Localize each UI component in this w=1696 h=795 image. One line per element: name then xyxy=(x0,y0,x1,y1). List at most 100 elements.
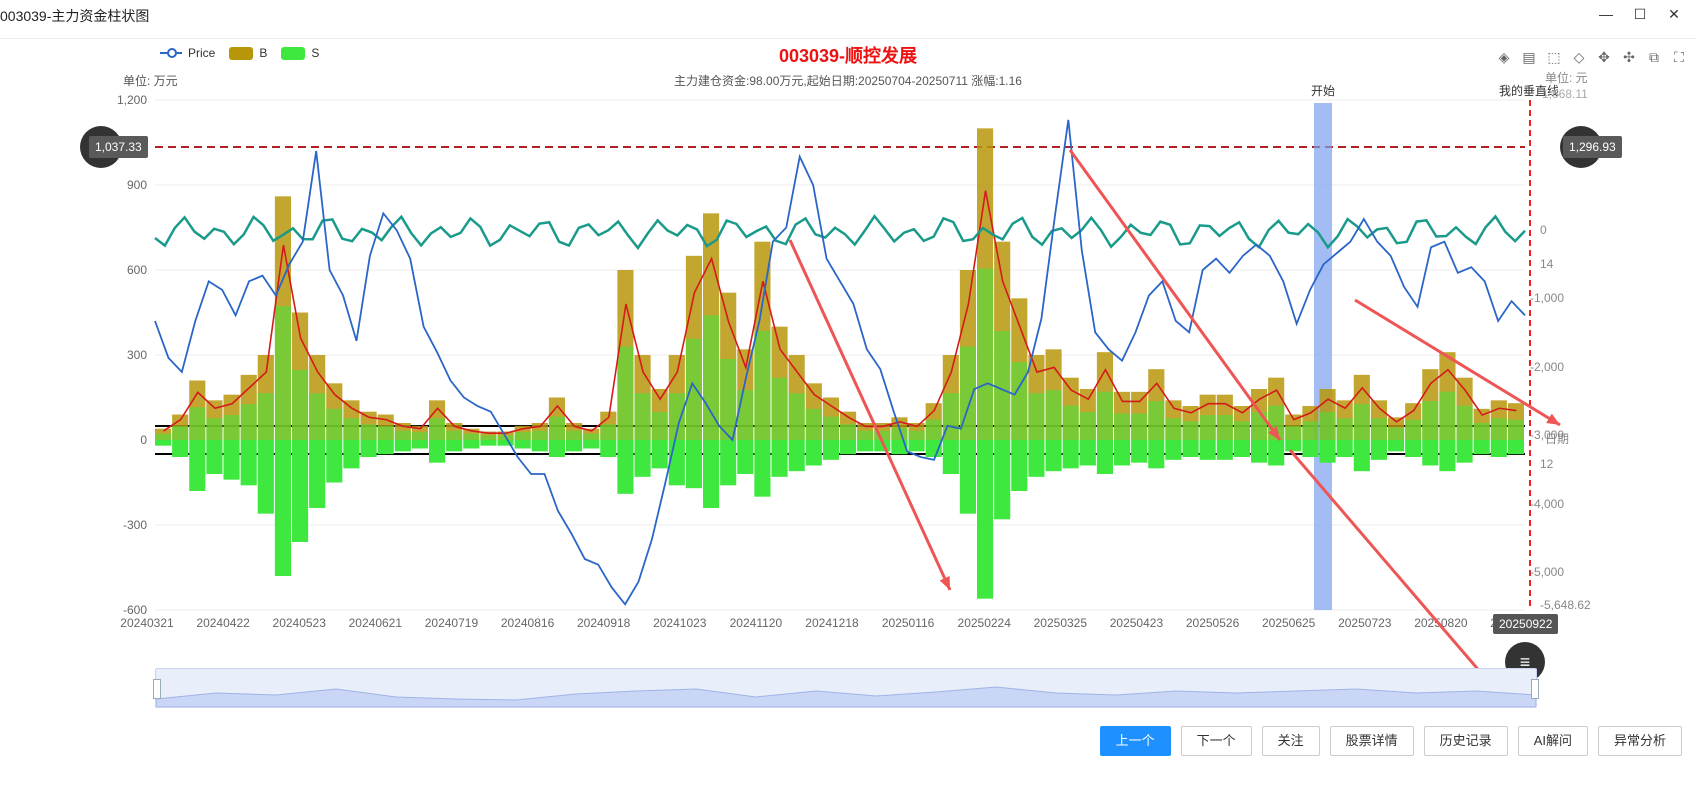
x-tick-label: 20240719 xyxy=(425,616,479,630)
start-band-rect xyxy=(1314,103,1332,610)
bar-s xyxy=(840,440,857,455)
bar-s xyxy=(771,440,788,477)
bar-s xyxy=(1131,440,1148,463)
window-title: 003039-主力资金柱状图 xyxy=(0,8,150,24)
bar-s xyxy=(1353,440,1370,472)
x-tick-label: 20241120 xyxy=(730,616,783,630)
bar-s xyxy=(891,440,908,455)
bar-s xyxy=(1148,440,1165,469)
bar-b-overlay xyxy=(411,432,428,440)
bar-b-overlay xyxy=(891,427,908,440)
slider-left-handle[interactable] xyxy=(153,679,161,699)
bar-b-overlay xyxy=(1507,419,1524,440)
bar-s xyxy=(805,440,822,466)
x-tick-label: 20250116 xyxy=(882,616,935,630)
bar-b-overlay xyxy=(566,430,583,440)
trend-arrow-line xyxy=(1068,149,1282,441)
x-tick-label: 20250526 xyxy=(1186,616,1240,630)
bar-b-overlay xyxy=(155,433,172,440)
start-label: 开始 xyxy=(1311,84,1336,98)
right-axis-label: 12 xyxy=(1540,457,1554,471)
doc-icon[interactable]: ▤ xyxy=(1522,49,1536,65)
bar-s xyxy=(994,440,1011,520)
bar-s xyxy=(377,440,394,455)
bar-b-overlay xyxy=(360,424,377,440)
move-icon[interactable]: ✣ xyxy=(1623,49,1635,65)
anomaly-button[interactable]: 异常分析 xyxy=(1597,726,1682,756)
legend-item-s[interactable]: S xyxy=(281,46,319,60)
prev-button[interactable]: 上一个 xyxy=(1099,726,1171,756)
select-icon[interactable]: ⬚ xyxy=(1547,49,1561,65)
ai-button[interactable]: AI解问 xyxy=(1517,726,1588,756)
menu-icon: ≡ xyxy=(1519,652,1531,672)
next-button[interactable]: 下一个 xyxy=(1180,726,1252,756)
x-tick-label: 20240621 xyxy=(349,616,403,630)
close-icon[interactable]: ✕ xyxy=(1668,6,1680,22)
bar-s xyxy=(1216,440,1233,460)
drag-icon[interactable]: ✥ xyxy=(1598,49,1610,65)
bar-s xyxy=(1251,440,1268,463)
bar-b-overlay xyxy=(857,430,874,440)
minimize-icon[interactable]: — xyxy=(1599,6,1613,22)
follow-button[interactable]: 关注 xyxy=(1261,726,1320,756)
history-button[interactable]: 历史记录 xyxy=(1423,726,1508,756)
bar-b-overlay xyxy=(822,416,839,440)
bar-s xyxy=(429,440,446,463)
datazoom-slider[interactable] xyxy=(153,668,1539,708)
bar-s xyxy=(155,440,172,446)
bar-s xyxy=(703,440,720,508)
legend-item-b[interactable]: B xyxy=(229,46,267,60)
line-series xyxy=(154,119,1526,606)
layers-icon[interactable]: ◈ xyxy=(1498,49,1510,65)
bar-s xyxy=(274,440,291,576)
bar-b-overlay xyxy=(514,432,531,440)
bar-s xyxy=(583,440,600,449)
b-trend-line xyxy=(163,190,1517,434)
y-tick-label: 600 xyxy=(127,263,147,277)
fullscreen-icon[interactable]: ⛶ xyxy=(1674,49,1684,65)
bar-s xyxy=(446,440,463,452)
bar-s xyxy=(1302,440,1319,457)
bar-b-overlay xyxy=(1045,390,1062,440)
bar-s xyxy=(1370,440,1387,460)
bar-s xyxy=(685,440,702,489)
unit-right-label: 单位: 元 xyxy=(1545,71,1588,85)
bar-b-overlay xyxy=(840,424,857,440)
bar-s xyxy=(548,440,565,457)
bar-b-overlay xyxy=(1353,404,1370,440)
stock-detail-button[interactable]: 股票详情 xyxy=(1329,726,1414,756)
bar-s xyxy=(617,440,634,494)
bar-series xyxy=(155,128,1524,599)
bar-b-overlay xyxy=(754,330,771,440)
bar-b-overlay xyxy=(994,330,1011,440)
legend-item-price[interactable]: Price xyxy=(160,46,215,60)
bar-b-overlay xyxy=(977,268,994,440)
bar-b-overlay xyxy=(1096,391,1113,440)
price-line xyxy=(154,119,1526,606)
bar-b-overlay xyxy=(1233,421,1250,440)
x-tick-label: 20250723 xyxy=(1338,616,1392,630)
titlebar-divider xyxy=(0,38,1696,39)
restore-icon[interactable]: ⧉ xyxy=(1649,49,1659,65)
bar-s xyxy=(514,440,531,449)
slider-right-handle[interactable] xyxy=(1531,679,1539,699)
right-axis-top: 1,668.11 xyxy=(1542,87,1588,101)
bar-b-overlay xyxy=(583,433,600,440)
bar-s xyxy=(600,440,617,457)
bar-b-overlay xyxy=(1251,411,1268,440)
bar-s xyxy=(977,440,994,599)
lasso-icon[interactable]: ◇ xyxy=(1573,49,1585,65)
bar-s xyxy=(1473,440,1490,455)
bar-s xyxy=(634,440,651,477)
bar-s xyxy=(942,440,959,474)
bar-s xyxy=(1422,440,1439,466)
bar-s xyxy=(360,440,377,457)
bar-s xyxy=(1268,440,1285,466)
bar-b-overlay xyxy=(1456,405,1473,440)
maximize-icon[interactable]: ☐ xyxy=(1633,6,1647,22)
bar-b-overlay xyxy=(463,433,480,440)
bar-s xyxy=(720,440,737,486)
bar-b-overlay xyxy=(1422,401,1439,440)
teal-line xyxy=(154,214,1526,251)
